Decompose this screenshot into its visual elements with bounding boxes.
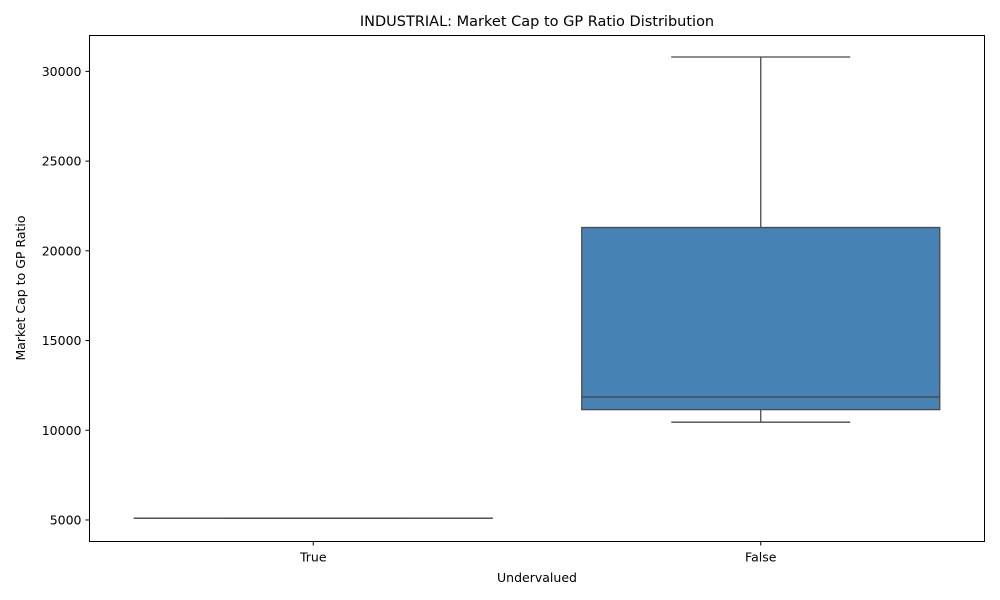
x-tick-label: True bbox=[299, 550, 327, 565]
y-tick-label: 15000 bbox=[42, 333, 82, 348]
plot-frame bbox=[89, 35, 985, 542]
y-tick-label: 10000 bbox=[42, 423, 82, 438]
x-axis: True False bbox=[299, 541, 777, 565]
iqr-box bbox=[581, 226, 941, 411]
chart-title: INDUSTRIAL: Market Cap to GP Ratio Distr… bbox=[360, 14, 714, 30]
y-axis-label: Market Cap to GP Ratio bbox=[13, 215, 28, 360]
boxes-layer bbox=[133, 56, 941, 519]
y-axis: 5000 10000 15000 20000 25000 30000 bbox=[42, 64, 90, 527]
y-tick-label: 30000 bbox=[42, 64, 82, 79]
box-group-false bbox=[581, 56, 941, 423]
y-tick-label: 25000 bbox=[42, 154, 82, 169]
plot-area: 5000 10000 15000 20000 25000 30000 True False bbox=[42, 35, 985, 565]
x-tick-label: False bbox=[745, 550, 777, 565]
x-axis-label: Undervalued bbox=[497, 570, 577, 585]
y-tick-label: 20000 bbox=[42, 243, 82, 258]
y-tick-label: 5000 bbox=[50, 512, 82, 527]
